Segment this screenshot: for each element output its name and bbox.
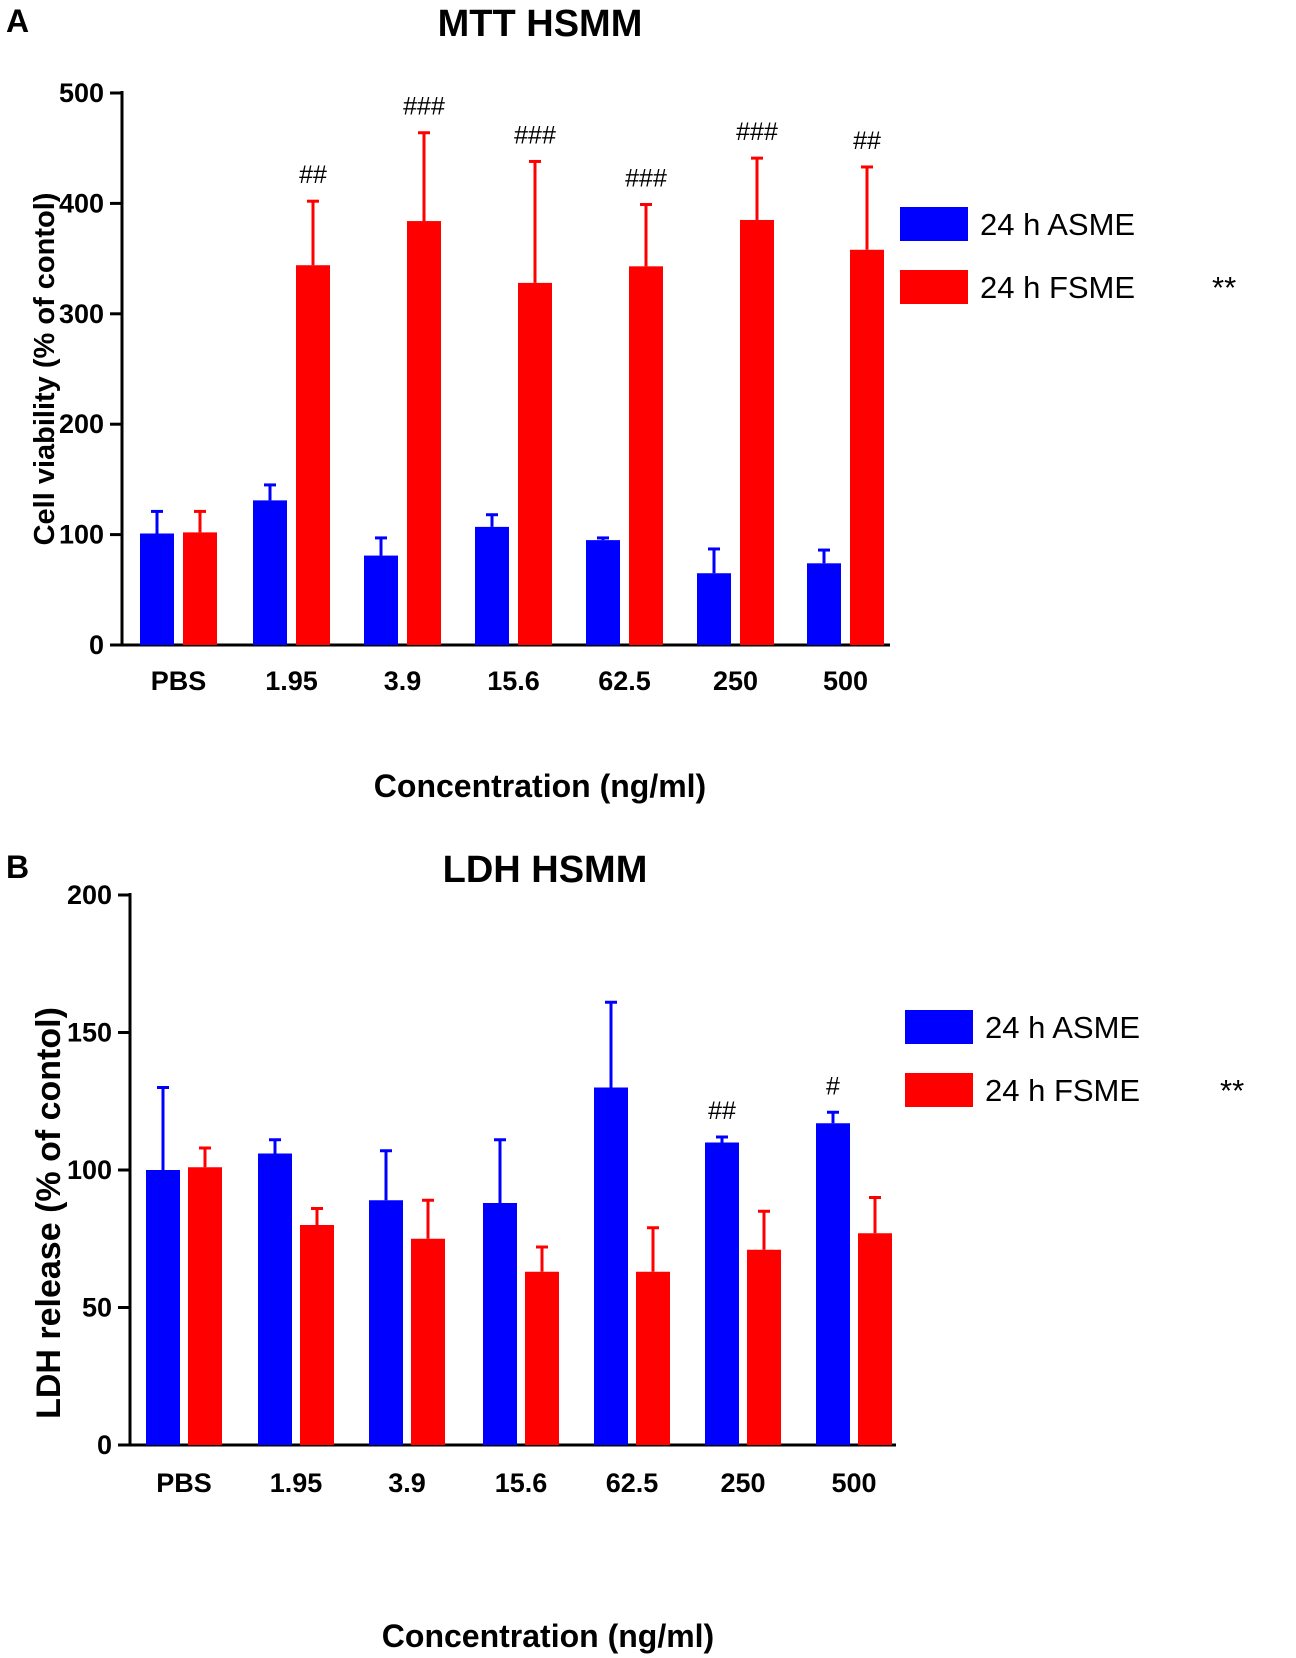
panel-a-x-tick-label: PBS [151, 666, 207, 696]
panel-a-x-tick-label: 1.95 [265, 666, 318, 696]
panel-b-y-tick-label: 0 [97, 1430, 112, 1460]
panel-b-y-tick-label: 150 [67, 1018, 112, 1048]
panel-b-bar [636, 1271, 670, 1445]
panel-a-y-tick-label: 0 [89, 630, 104, 660]
panel-a-bar [296, 265, 330, 645]
panel-a: A MTT HSMM Concentration (ng/ml) Cell vi… [6, 3, 1236, 804]
panel-b-bar [258, 1153, 292, 1445]
panel-b-x-axis-label: Concentration (ng/ml) [382, 1618, 714, 1654]
panel-b-x-tick-label: PBS [156, 1468, 212, 1498]
panel-a-y-tick-label: 400 [59, 188, 104, 218]
panel-b: B LDH HSMM Concentration (ng/ml) LDH rel… [6, 849, 1244, 1654]
panel-a-bar [586, 540, 620, 645]
panel-a-legend-label: 24 h ASME [980, 207, 1135, 242]
panel-b-legend-significance: ** [1220, 1073, 1244, 1108]
panel-b-bar [705, 1142, 739, 1445]
panel-b-bar [816, 1123, 850, 1445]
panel-a-bar [518, 282, 552, 645]
panel-b-significance-mark: # [826, 1072, 840, 1100]
panel-a-legend-swatch [900, 207, 968, 241]
panel-a-significance-mark: ### [625, 165, 667, 193]
panel-b-bar [188, 1167, 222, 1445]
panel-b-letter: B [6, 849, 29, 885]
panel-a-x-tick-label: 250 [713, 666, 758, 696]
panel-a-y-tick-label: 200 [59, 409, 104, 439]
panel-a-bar [364, 555, 398, 645]
panel-b-y-tick-label: 200 [67, 880, 112, 910]
panel-a-bar [407, 221, 441, 645]
panel-b-bar [594, 1087, 628, 1445]
panel-b-legend-label: 24 h FSME [985, 1073, 1140, 1108]
panel-a-bar [183, 532, 217, 645]
panel-a-title: MTT HSMM [438, 3, 643, 45]
panel-a-bar [807, 563, 841, 645]
panel-b-legend-label: 24 h ASME [985, 1010, 1140, 1045]
panel-b-bar [525, 1271, 559, 1445]
panel-a-bar [697, 573, 731, 645]
panel-a-x-tick-label: 3.9 [384, 666, 422, 696]
panel-b-y-axis-label: LDH release (% of contol) [30, 1007, 68, 1419]
panel-a-bar [629, 266, 663, 645]
panel-a-legend-label: 24 h FSME [980, 270, 1135, 305]
panel-a-legend-significance: ** [1212, 270, 1236, 305]
panel-b-bar [747, 1249, 781, 1445]
panel-a-x-tick-label: 15.6 [487, 666, 540, 696]
panel-b-bar [411, 1238, 445, 1445]
panel-b-x-tick-label: 62.5 [606, 1468, 659, 1498]
panel-a-significance-mark: ### [514, 121, 556, 149]
panel-a-x-tick-label: 62.5 [598, 666, 651, 696]
panel-a-significance-mark: ### [403, 93, 445, 121]
panel-b-x-tick-label: 1.95 [270, 1468, 323, 1498]
panel-b-bar [483, 1203, 517, 1445]
panel-b-x-tick-label: 250 [720, 1468, 765, 1498]
panel-a-legend-swatch [900, 270, 968, 304]
panel-a-significance-mark: ### [736, 118, 778, 146]
panel-b-legend-swatch [905, 1010, 973, 1044]
panel-b-bar [300, 1225, 334, 1445]
panel-b-x-tick-label: 3.9 [388, 1468, 426, 1498]
panel-b-bar [858, 1233, 892, 1445]
panel-a-significance-mark: ## [299, 161, 327, 189]
panel-b-y-tick-label: 50 [82, 1293, 112, 1323]
panel-a-bar [850, 249, 884, 645]
panel-b-bar [146, 1170, 180, 1445]
panel-a-bar [475, 526, 509, 645]
panel-b-y-tick-label: 100 [67, 1155, 112, 1185]
panel-b-x-tick-label: 500 [831, 1468, 876, 1498]
panel-a-x-axis-label: Concentration (ng/ml) [374, 768, 706, 804]
panel-a-y-axis-label: Cell viability (% of contol) [29, 193, 61, 546]
panel-b-x-tick-label: 15.6 [495, 1468, 548, 1498]
panel-b-title: LDH HSMM [443, 849, 648, 891]
panel-a-letter: A [6, 3, 29, 39]
panel-b-significance-mark: ## [708, 1097, 736, 1125]
panel-a-bar [740, 219, 774, 645]
panel-a-significance-mark: ## [853, 127, 881, 155]
panel-a-y-tick-label: 500 [59, 78, 104, 108]
panel-a-bar [140, 533, 174, 645]
panel-a-x-tick-label: 500 [823, 666, 868, 696]
panel-a-y-tick-label: 300 [59, 299, 104, 329]
panel-a-bar [253, 500, 287, 645]
panel-b-legend-swatch [905, 1073, 973, 1107]
panel-a-y-tick-label: 100 [59, 520, 104, 550]
panel-b-bar [369, 1200, 403, 1445]
